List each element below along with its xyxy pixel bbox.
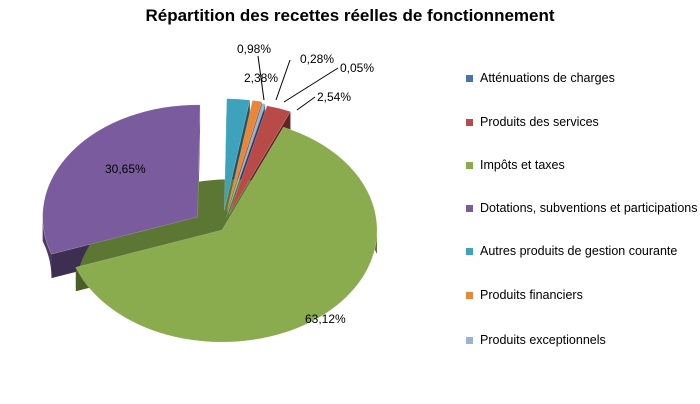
leader-line xyxy=(283,67,339,103)
slice-value-label: 0,05% xyxy=(340,61,374,75)
legend-label: Produits exceptionnels xyxy=(480,333,606,347)
pie-slice xyxy=(42,104,201,255)
legend-swatch xyxy=(466,162,473,169)
pie-slice xyxy=(75,126,378,343)
leader-line xyxy=(257,55,265,101)
legend-item: Produits financiers xyxy=(466,287,698,303)
legend-item: Autres produits de gestion courante xyxy=(466,243,698,259)
leader-line xyxy=(275,59,291,101)
legend-label: Produits financiers xyxy=(480,288,583,302)
legend-swatch xyxy=(466,75,473,82)
pie-slice xyxy=(226,107,265,218)
pie-slice xyxy=(228,105,291,215)
legend-item: Impôts et taxes xyxy=(466,157,698,173)
legend-swatch xyxy=(466,248,473,255)
legend-item: Atténuations de charges xyxy=(466,70,698,86)
legend-swatch xyxy=(466,292,473,299)
legend-swatch xyxy=(466,119,473,126)
legend-swatch xyxy=(466,337,473,344)
legend-label: Dotations, subventions et participations xyxy=(480,201,698,215)
slice-value-label: 2,54% xyxy=(317,90,351,104)
slice-value-label: 0,28% xyxy=(300,52,334,66)
legend-item: Produits exceptionnels xyxy=(466,332,698,348)
legend-swatch xyxy=(466,205,473,212)
chart-title: Répartition des recettes réelles de fonc… xyxy=(145,6,555,25)
leader-line xyxy=(296,96,316,111)
legend-item: Produits des services xyxy=(466,114,698,130)
pie-slice xyxy=(224,98,251,211)
pie-slice xyxy=(227,103,266,213)
slice-value-label: 0,98% xyxy=(237,42,271,56)
pie-slice xyxy=(226,100,263,211)
legend-label: Produits des services xyxy=(480,115,599,129)
slice-value-label: 63,12% xyxy=(305,312,346,326)
legend-label: Autres produits de gestion courante xyxy=(480,244,678,258)
slice-value-label: 30,65% xyxy=(105,162,146,176)
legend-label: Impôts et taxes xyxy=(480,158,565,172)
legend-item: Dotations, subventions et participations xyxy=(466,200,698,216)
legend-label: Atténuations de charges xyxy=(480,71,615,85)
